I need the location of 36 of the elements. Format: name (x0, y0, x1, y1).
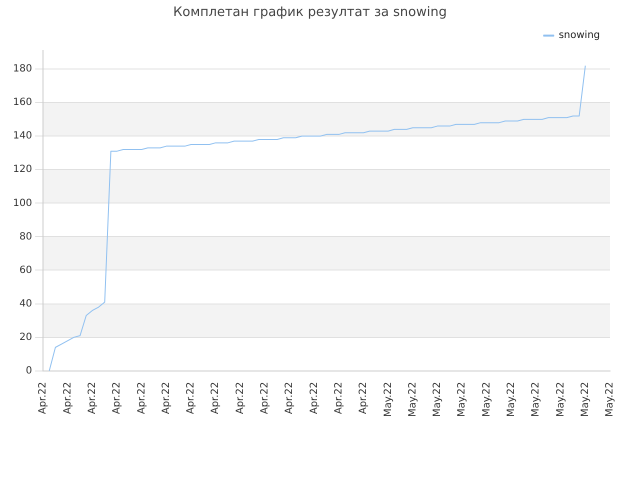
y-tick-label: 60 (19, 264, 32, 276)
x-tick-label: Apr.22 (358, 382, 370, 414)
x-tick-label: Apr.22 (210, 382, 222, 414)
x-tick-label: May.22 (407, 382, 418, 418)
x-tick-label: May.22 (432, 382, 444, 418)
x-tick-label: Apr.22 (86, 382, 98, 414)
x-tick-label: May.22 (456, 382, 468, 418)
x-tick-label: Apr.22 (234, 382, 246, 414)
legend-label: snowing (558, 30, 600, 42)
x-tick-label: May.22 (382, 382, 394, 418)
x-tick-label: May.22 (604, 382, 616, 418)
x-tick-label: Apr.22 (112, 382, 123, 414)
chart-title: Комплетан график резултат за snowing (173, 5, 447, 20)
y-tick-label: 100 (12, 198, 32, 209)
x-tick-label: Apr.22 (160, 382, 172, 414)
x-tick-label: Apr.22 (186, 382, 197, 414)
x-tick-label: Apr.22 (333, 382, 344, 414)
x-tick-label: Apr.22 (308, 382, 320, 414)
y-tick-label: 180 (12, 64, 32, 75)
y-tick-label: 40 (19, 298, 32, 310)
y-tick-label: 120 (12, 164, 32, 176)
x-tick-label: Apr.22 (62, 382, 74, 414)
y-tick-label: 80 (19, 231, 32, 242)
x-tick-label: May.22 (530, 382, 542, 418)
y-tick-label: 0 (26, 365, 32, 376)
x-tick-label: May.22 (580, 382, 591, 418)
y-tick-label: 160 (12, 97, 32, 108)
y-tick-label: 140 (12, 130, 32, 142)
x-tick-label: Apr.22 (38, 382, 49, 414)
x-tick-label: Apr.22 (136, 382, 148, 414)
x-tick-label: Apr.22 (284, 382, 296, 414)
x-tick-label: Apr.22 (260, 382, 271, 414)
x-tick-label: May.22 (481, 382, 492, 418)
x-tick-label: May.22 (506, 382, 517, 418)
y-tick-label: 20 (19, 332, 32, 343)
x-tick-label: May.22 (555, 382, 566, 418)
